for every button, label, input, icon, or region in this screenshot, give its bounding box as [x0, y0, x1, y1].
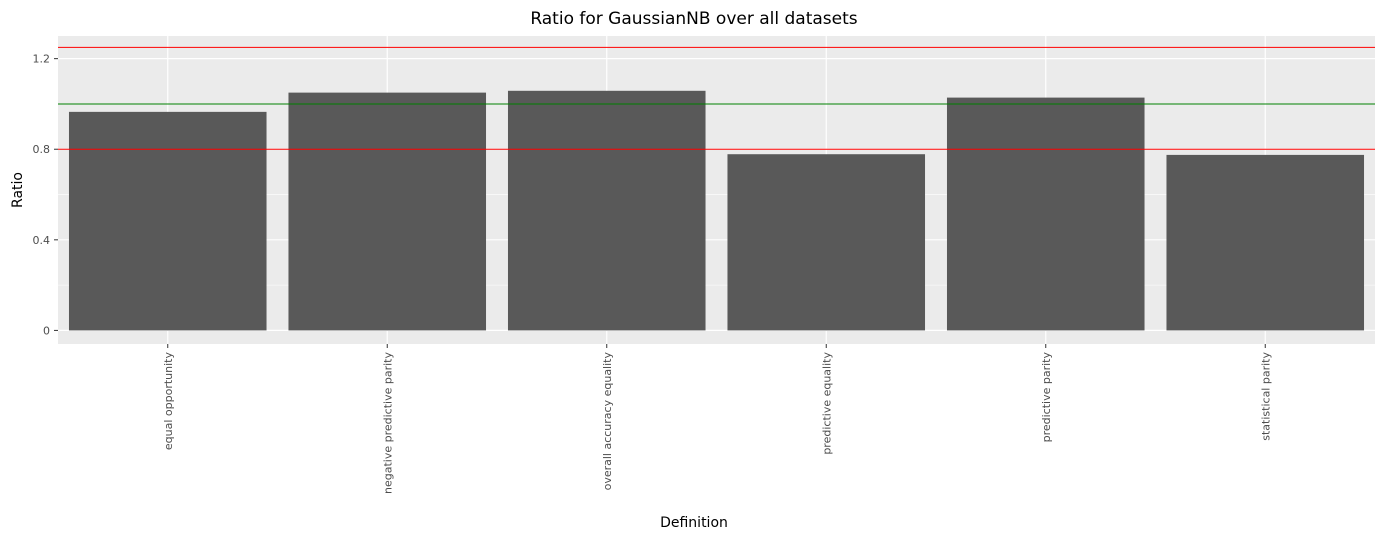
- plot-panel: [58, 36, 1375, 344]
- chart-title: Ratio for GaussianNB over all datasets: [530, 9, 857, 29]
- x-tick-label: predictive equality: [820, 352, 833, 455]
- y-tick-label: 0.8: [33, 143, 51, 156]
- x-tick-label: overall accuracy equality: [601, 352, 614, 491]
- y-tick-label: 0.4: [33, 234, 51, 247]
- x-axis: equal opportunity negative predictive par…: [162, 344, 1272, 494]
- bars: [68, 90, 1365, 331]
- y-tick-label: 0: [43, 324, 50, 337]
- bar: [1166, 154, 1365, 331]
- x-tick-label: negative predictive parity: [381, 352, 394, 494]
- bar: [727, 154, 926, 331]
- y-axis: 0 0.4 0.8 1.2: [33, 53, 58, 337]
- reference-lines: [58, 46, 1375, 150]
- x-tick-label: predictive parity: [1040, 352, 1053, 443]
- bar: [288, 92, 487, 331]
- x-tick-label: equal opportunity: [162, 352, 175, 451]
- y-tick-label: 1.2: [33, 53, 51, 66]
- y-axis-title: Ratio: [10, 172, 26, 208]
- bar: [507, 90, 706, 331]
- bar: [68, 111, 267, 331]
- bar: [946, 97, 1145, 331]
- x-axis-title: Definition: [660, 515, 728, 531]
- x-tick-label: statistical parity: [1259, 352, 1272, 441]
